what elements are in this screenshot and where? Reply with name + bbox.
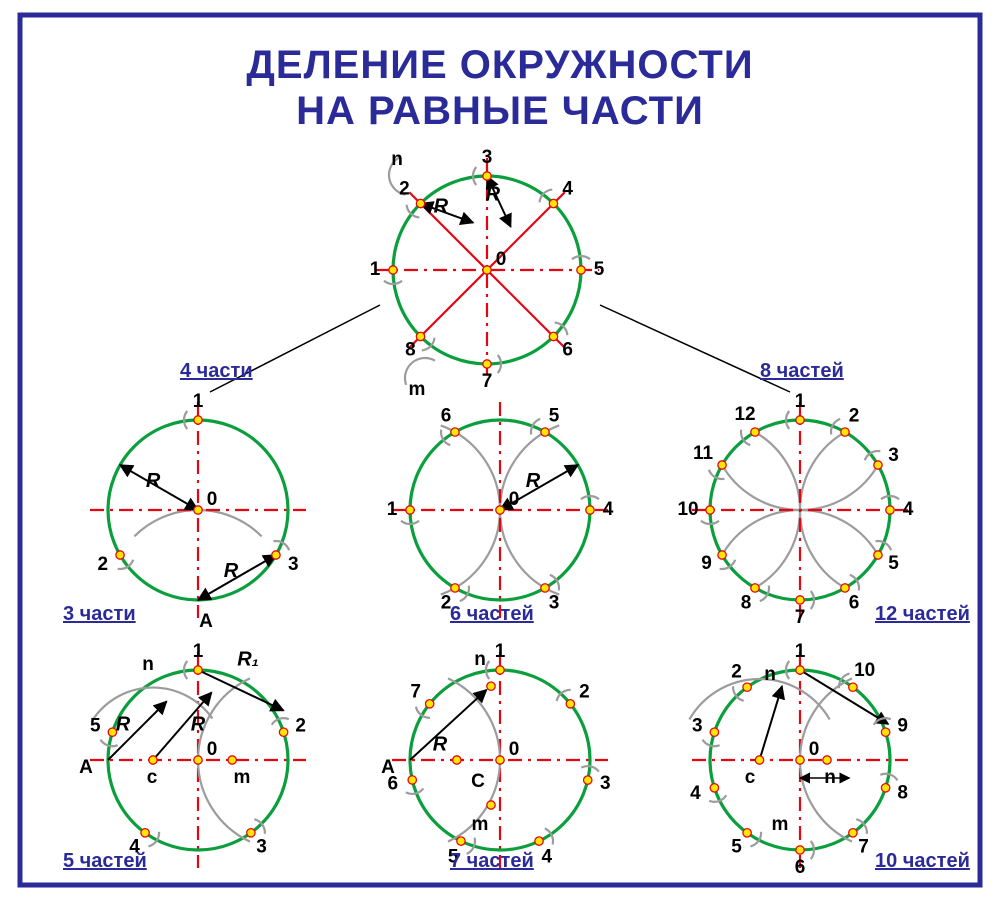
- svg-text:4: 4: [562, 178, 573, 199]
- svg-text:1: 1: [387, 499, 398, 520]
- svg-text:1: 1: [193, 391, 204, 412]
- svg-text:R: R: [224, 560, 239, 582]
- svg-text:5: 5: [90, 716, 101, 737]
- svg-text:A: A: [381, 757, 395, 778]
- svg-text:3: 3: [888, 445, 899, 466]
- svg-text:R: R: [116, 713, 131, 735]
- diagram-canvas: RR345678120nmRR1230AR4561230123456789101…: [0, 0, 1000, 900]
- svg-text:R₁: R₁: [237, 648, 258, 670]
- svg-text:0: 0: [509, 489, 520, 510]
- panel-label-p5: 5 частей: [63, 850, 147, 873]
- svg-text:2: 2: [731, 662, 742, 683]
- svg-text:n: n: [474, 649, 486, 670]
- svg-text:5: 5: [549, 405, 560, 426]
- panel-label-p6: 6 частей: [450, 603, 534, 626]
- svg-text:6: 6: [849, 593, 860, 614]
- panel-label-p8btm: 8 частей: [760, 360, 844, 383]
- panel-label-p7: 7 частей: [450, 850, 534, 873]
- svg-text:7: 7: [410, 682, 421, 703]
- svg-text:7: 7: [858, 836, 869, 857]
- svg-text:8: 8: [405, 340, 416, 361]
- svg-text:4: 4: [903, 499, 914, 520]
- svg-text:4: 4: [542, 846, 553, 867]
- svg-text:m: m: [772, 814, 789, 835]
- svg-text:8: 8: [741, 593, 752, 614]
- svg-text:R: R: [526, 470, 541, 492]
- svg-text:R: R: [146, 470, 161, 492]
- svg-text:R: R: [191, 713, 206, 735]
- svg-text:1: 1: [495, 641, 506, 662]
- svg-text:4: 4: [603, 499, 614, 520]
- svg-text:4: 4: [690, 783, 701, 804]
- svg-text:n: n: [391, 149, 403, 170]
- svg-text:7: 7: [482, 371, 493, 392]
- svg-text:6: 6: [562, 340, 573, 361]
- svg-text:0: 0: [509, 739, 520, 760]
- svg-text:C: C: [471, 771, 485, 792]
- svg-text:5: 5: [731, 836, 742, 857]
- svg-text:c: c: [147, 767, 158, 788]
- page-title: ДЕЛЕНИЕ ОКРУЖНОСТИ НА РАВНЫЕ ЧАСТИ: [0, 42, 1000, 134]
- svg-text:7: 7: [795, 607, 806, 628]
- panel-label-p4: 4 части: [180, 360, 253, 383]
- svg-text:5: 5: [594, 259, 605, 280]
- svg-text:n: n: [142, 654, 154, 675]
- svg-text:0: 0: [207, 739, 218, 760]
- svg-text:2: 2: [399, 178, 410, 199]
- svg-text:m: m: [472, 814, 489, 835]
- svg-text:1: 1: [193, 641, 204, 662]
- svg-text:1: 1: [370, 259, 381, 280]
- svg-text:3: 3: [549, 593, 560, 614]
- svg-text:m: m: [234, 767, 251, 788]
- svg-text:0: 0: [207, 489, 218, 510]
- svg-text:3: 3: [288, 554, 299, 575]
- svg-text:c: c: [745, 767, 756, 788]
- panel-label-p12: 12 частей: [875, 603, 970, 626]
- svg-text:6: 6: [795, 857, 806, 878]
- panel-label-p10: 10 частей: [875, 850, 970, 873]
- svg-text:A: A: [79, 757, 93, 778]
- svg-text:5: 5: [888, 553, 899, 574]
- svg-text:10: 10: [677, 499, 698, 520]
- svg-text:1: 1: [795, 391, 806, 412]
- svg-text:A: A: [199, 611, 213, 632]
- svg-text:9: 9: [897, 716, 908, 737]
- svg-text:3: 3: [256, 836, 267, 857]
- svg-text:9: 9: [701, 553, 712, 574]
- svg-text:R: R: [434, 195, 449, 217]
- svg-text:R: R: [486, 184, 501, 206]
- svg-text:12: 12: [734, 404, 755, 425]
- svg-text:m: m: [409, 379, 426, 400]
- svg-text:3: 3: [600, 773, 611, 794]
- title-line1: ДЕЛЕНИЕ ОКРУЖНОСТИ: [246, 43, 753, 87]
- svg-text:11: 11: [693, 443, 714, 464]
- svg-text:0: 0: [809, 739, 820, 760]
- svg-text:10: 10: [854, 660, 875, 681]
- svg-text:8: 8: [897, 782, 908, 803]
- svg-text:1: 1: [795, 641, 806, 662]
- svg-text:3: 3: [482, 147, 493, 168]
- svg-text:0: 0: [496, 249, 507, 270]
- svg-text:n: n: [764, 664, 776, 685]
- panel-label-p3: 3 части: [63, 603, 136, 626]
- svg-text:3: 3: [692, 716, 703, 737]
- svg-text:R: R: [433, 733, 448, 755]
- svg-text:6: 6: [441, 405, 452, 426]
- svg-text:2: 2: [295, 716, 306, 737]
- title-line2: НА РАВНЫЕ ЧАСТИ: [296, 89, 704, 133]
- svg-text:n: n: [824, 767, 836, 788]
- svg-text:2: 2: [849, 405, 860, 426]
- svg-text:2: 2: [579, 682, 590, 703]
- svg-text:2: 2: [97, 554, 108, 575]
